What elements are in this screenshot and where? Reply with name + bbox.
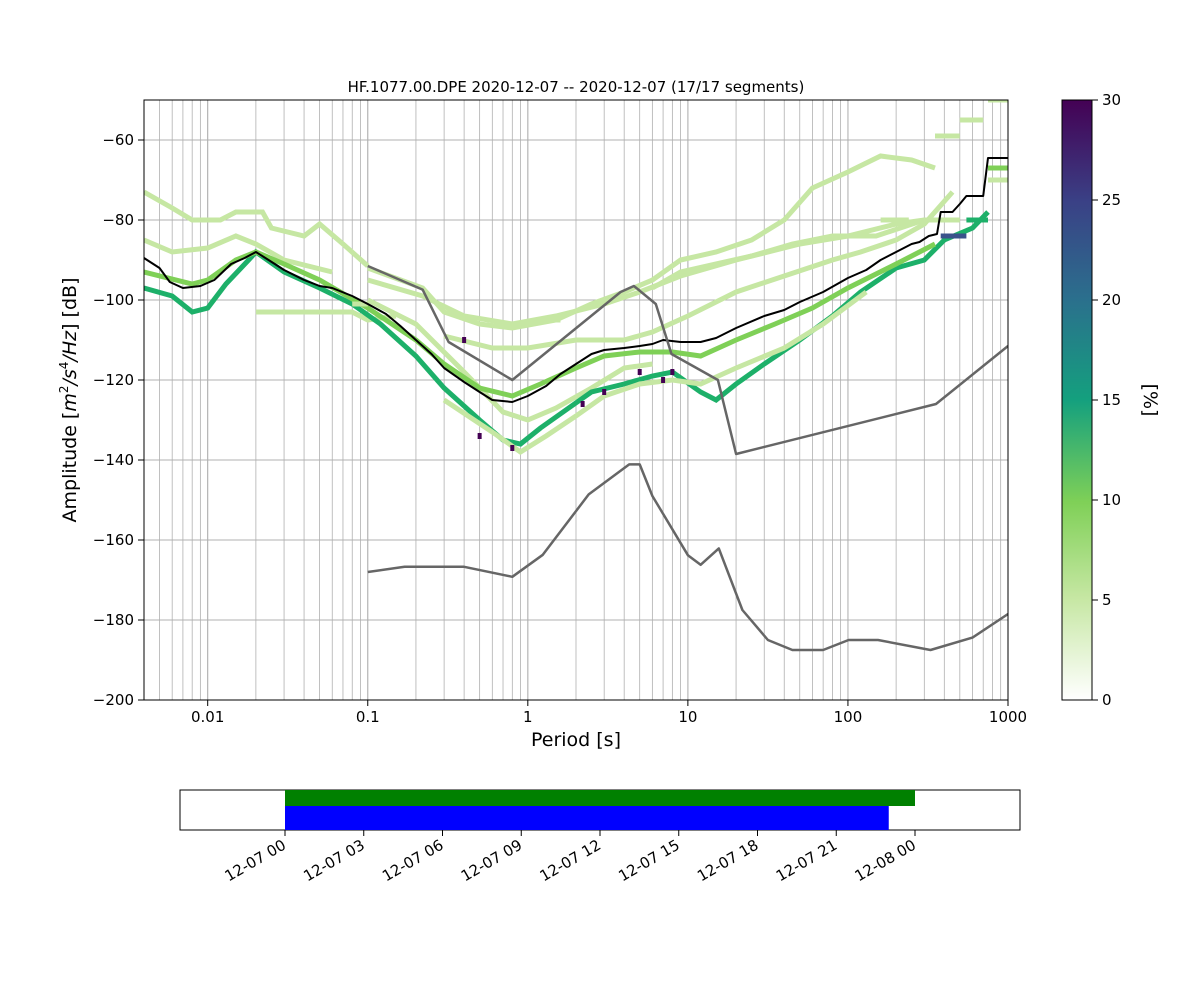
high-probability-cell: [580, 401, 585, 407]
x-tick-label: 0.01: [191, 708, 224, 726]
timeline-tick-label: 12-07 15: [615, 836, 682, 885]
y-axis-label: Amplitude [m2/s4/Hz] [dB]: [57, 278, 81, 523]
y-label-suffix: ] [dB]: [59, 278, 81, 331]
probability-band-k: [442, 289, 868, 456]
y-tick-label: −60: [102, 131, 134, 149]
high-probability-cell: [670, 369, 675, 375]
y-tick-label: −160: [93, 531, 134, 549]
high-probability-cell: [637, 369, 642, 375]
high-probability-cell: [602, 389, 607, 395]
chart-title: HF.1077.00.DPE 2020-12-07 -- 2020-12-07 …: [348, 78, 805, 96]
y-label-exp-2: 2: [57, 386, 71, 394]
colorbar-tick-label: 30: [1102, 91, 1121, 109]
y-axis-ticks: −200 −180 −160 −140 −120 −100 −80 −60: [93, 131, 144, 709]
high-probability-cell: [661, 377, 666, 383]
plot-frame: [143, 99, 1009, 701]
timeline-ticks: 12-07 00 12-07 03 12-07 06 12-07 09 12-07 12…: [222, 830, 919, 885]
y-tick-label: −180: [93, 611, 134, 629]
colorbar-tick-label: 0: [1102, 691, 1112, 709]
timeline-tick-label: 12-07 09: [458, 836, 525, 885]
NLNM-curve: [367, 264, 1008, 456]
x-tick-label: 10: [678, 708, 697, 726]
timeline-tick-label: 12-07 18: [694, 836, 761, 885]
y-tick-label: −100: [93, 291, 134, 309]
x-axis-ticks: 0.01 0.1 1 10 100 1000: [191, 700, 1027, 726]
timeline-tick-label: 12-07 12: [537, 836, 604, 885]
probability-band-b: [144, 233, 333, 275]
x-tick-label: 1000: [989, 708, 1027, 726]
colorbar: [1061, 99, 1093, 701]
coverage-timeline: 12-07 00 12-07 03 12-07 06 12-07 09 12-07 12…: [179, 789, 1021, 885]
y-label-exp-4: 4: [57, 362, 71, 370]
colorbar-tick-label: 5: [1102, 591, 1112, 609]
high-probability-cell: [462, 337, 467, 343]
psd-segments-bar: [285, 806, 889, 830]
colorbar-label: [%]: [1139, 384, 1161, 417]
y-tick-label: −120: [93, 371, 134, 389]
timeline-tick-label: 12-07 03: [300, 836, 367, 885]
data-coverage-bar: [285, 790, 915, 806]
timeline-bars: [285, 790, 915, 830]
high-probability-cell: [477, 433, 482, 439]
x-tick-label: 100: [834, 708, 863, 726]
timeline-tick-label: 12-08 00: [852, 836, 919, 885]
probability-band-f: [651, 217, 960, 291]
colorbar-tick-label: 15: [1102, 391, 1121, 409]
colorbar-tick-label: 25: [1102, 191, 1121, 209]
timeline-tick-label: 12-07 00: [222, 836, 289, 885]
y-label-prefix: Amplitude [: [59, 412, 81, 523]
y-label-hz: /Hz: [59, 330, 81, 364]
colorbar-tick-label: 20: [1102, 291, 1121, 309]
timeline-tick-label: 12-07 21: [773, 836, 840, 885]
high-probability-cell: [510, 445, 515, 451]
y-tick-label: −80: [102, 211, 134, 229]
probability-band-c: [366, 153, 936, 331]
colorbar-tick-label: 10: [1102, 491, 1121, 509]
probability-band-a: [144, 189, 370, 268]
y-label-s: /s: [59, 369, 81, 387]
y-tick-label: −140: [93, 451, 134, 469]
minor-grid: [143, 100, 1009, 700]
x-tick-label: 1: [523, 708, 533, 726]
mode-curve: [144, 157, 1008, 403]
probability-heatmap: [144, 100, 1008, 456]
colorbar-ticks: 0 5 10 15 20 25 30: [1092, 91, 1121, 709]
timeline-tick-label: 12-07 06: [379, 836, 446, 885]
NHNM-curve: [367, 463, 1008, 652]
x-axis-label: Period [s]: [531, 729, 621, 751]
probability-band-e: [366, 297, 653, 423]
x-tick-label: 0.1: [356, 708, 380, 726]
probability-band-h: [443, 190, 955, 351]
curve-layer: [144, 157, 1008, 652]
y-tick-label: −200: [93, 691, 134, 709]
y-label-m: m: [59, 393, 81, 412]
